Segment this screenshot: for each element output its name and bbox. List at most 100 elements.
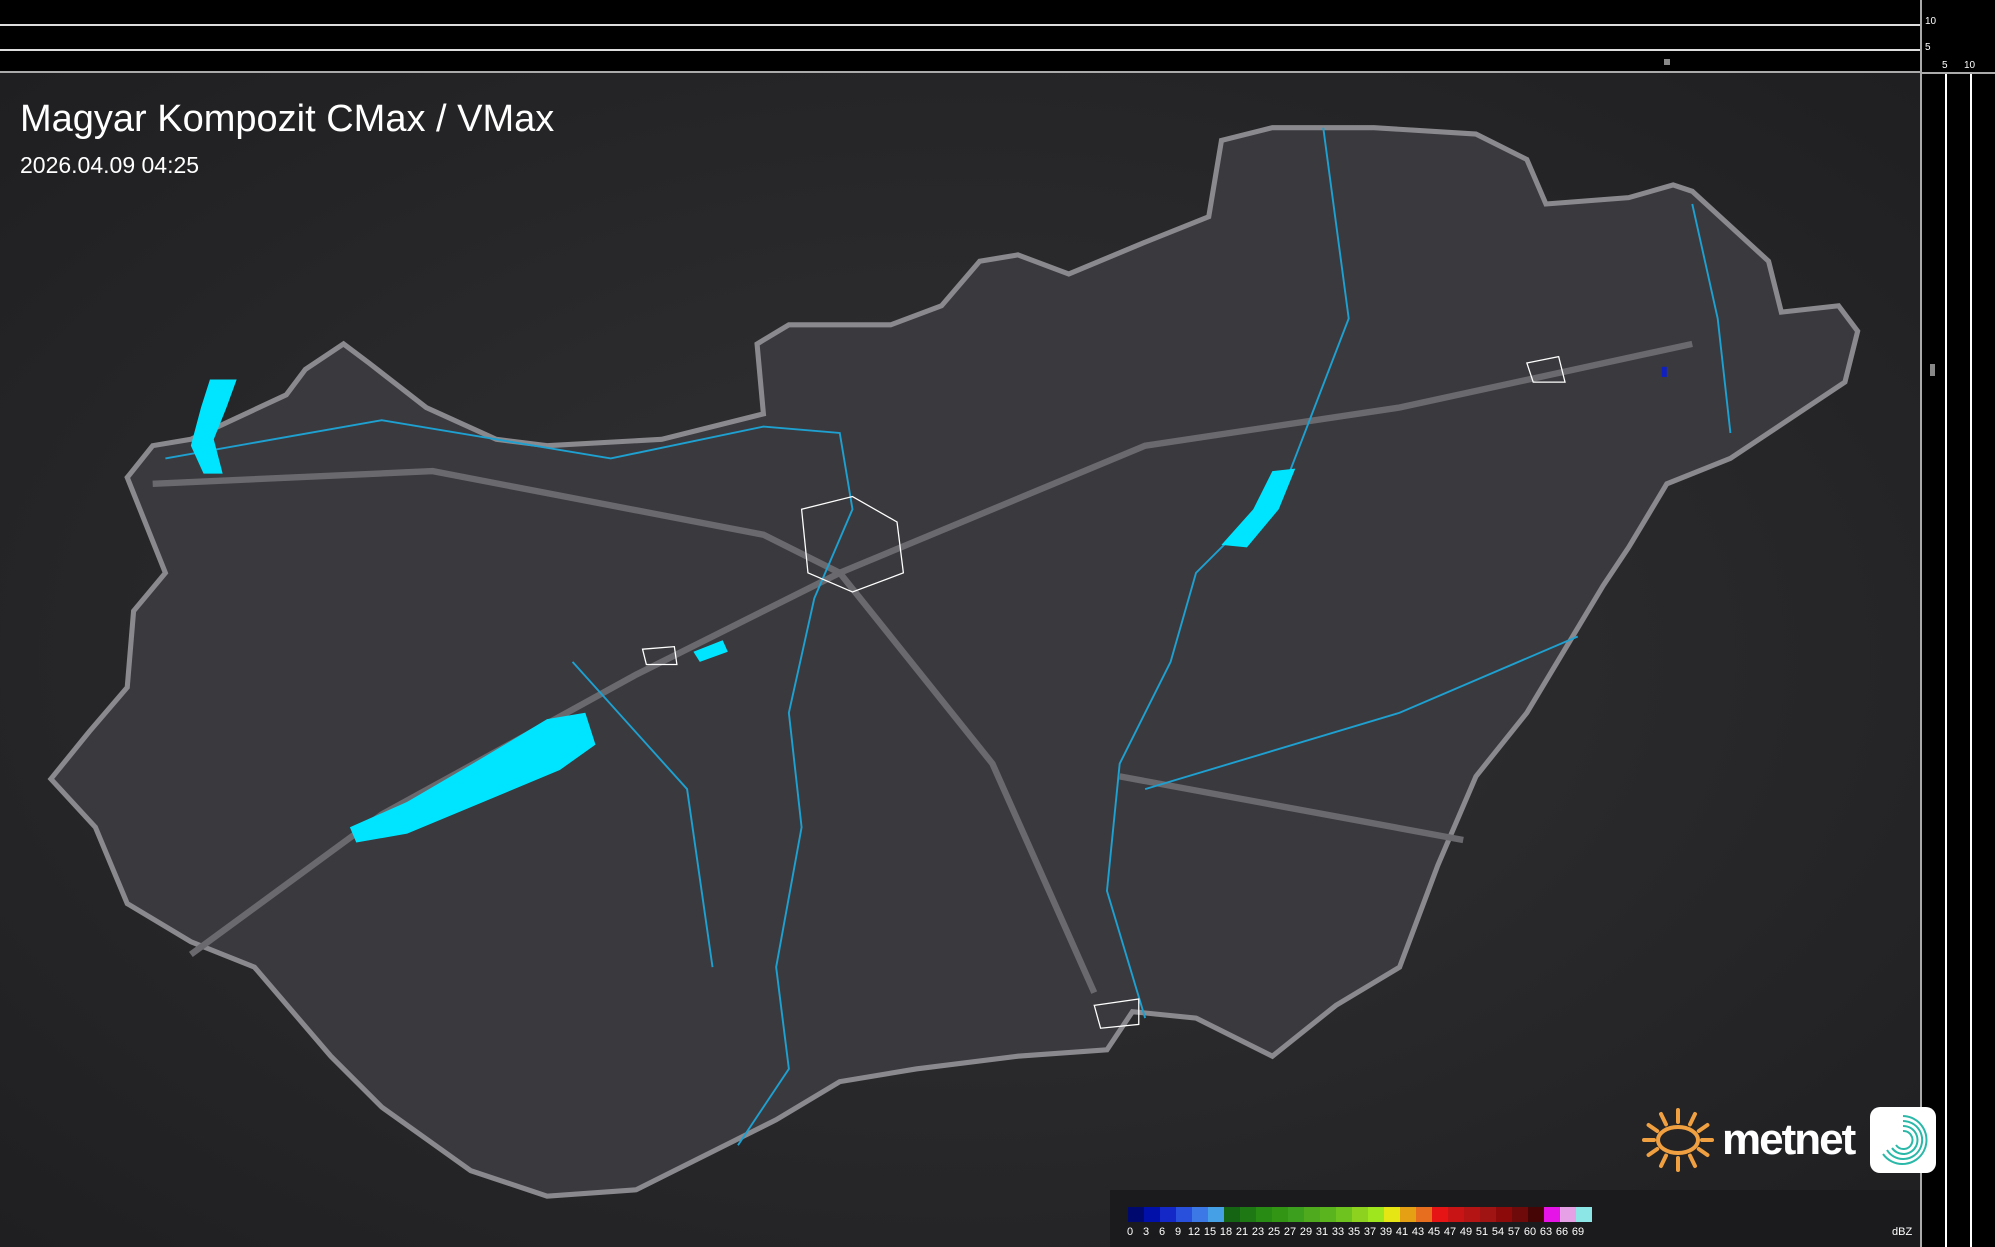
- sun-ray: [1659, 1112, 1668, 1127]
- city-outlines: [641, 355, 1566, 1029]
- spiral-icon: [1882, 1115, 1928, 1165]
- sun-ray: [1646, 1147, 1660, 1157]
- color-swatch: [1512, 1207, 1528, 1222]
- sun-ray: [1659, 1153, 1668, 1168]
- color-swatch: [1192, 1207, 1208, 1222]
- color-swatch: [1544, 1207, 1560, 1222]
- color-swatch: [1528, 1207, 1544, 1222]
- scale-label: 29: [1299, 1226, 1313, 1238]
- color-swatch: [1464, 1207, 1480, 1222]
- color-swatch: [1560, 1207, 1576, 1222]
- scale-label: 39: [1379, 1226, 1393, 1238]
- color-swatch: [1224, 1207, 1240, 1222]
- color-swatch: [1240, 1207, 1256, 1222]
- color-swatch: [1160, 1207, 1176, 1222]
- radar-echo: [1661, 366, 1667, 377]
- scale-marker: [1664, 59, 1670, 65]
- scale-label: 60: [1523, 1226, 1537, 1238]
- color-swatch: [1208, 1207, 1224, 1222]
- lakes: [190, 379, 1296, 843]
- scale-label: 9: [1174, 1226, 1182, 1238]
- lake-velence: [693, 640, 728, 662]
- tick-label: 5: [1925, 42, 1931, 53]
- color-swatch: [1384, 1207, 1400, 1222]
- color-swatch: [1128, 1207, 1144, 1222]
- color-scale: [1128, 1207, 1592, 1222]
- map-title: Magyar Kompozit CMax / VMax: [20, 98, 555, 140]
- sun-icon: [1642, 1108, 1714, 1172]
- scale-label: 51: [1475, 1226, 1489, 1238]
- divider: [0, 71, 1920, 73]
- lake-tisza: [1221, 468, 1296, 548]
- scale-label: 63: [1539, 1226, 1553, 1238]
- scale-label: 3: [1142, 1226, 1150, 1238]
- scale-label: 18: [1219, 1226, 1233, 1238]
- brand-name: metnet: [1722, 1115, 1856, 1164]
- lake-balaton: [349, 712, 596, 843]
- scale-label: 31: [1315, 1226, 1329, 1238]
- lake-neusiedl: [190, 379, 237, 474]
- scale-label: 57: [1507, 1226, 1521, 1238]
- app-icon: [1870, 1107, 1937, 1173]
- divider: [1920, 0, 1922, 1247]
- scale-label: 41: [1395, 1226, 1409, 1238]
- scale-label: 69: [1571, 1226, 1585, 1238]
- scale-line-5: [0, 49, 1920, 51]
- scale-label: 43: [1411, 1226, 1425, 1238]
- unit-label: dBZ: [1892, 1226, 1913, 1238]
- radar-map[interactable]: [0, 73, 1920, 1247]
- scale-label: 47: [1443, 1226, 1457, 1238]
- color-swatch: [1320, 1207, 1336, 1222]
- scale-labels: 0 3 6 9 12 15 18 21 23 25 27 29 31 33 35 37 39 41 43 45 47 49…: [1122, 1226, 1586, 1238]
- sun-ray: [1688, 1112, 1697, 1127]
- scale-label: 49: [1459, 1226, 1473, 1238]
- sun-ray: [1646, 1123, 1660, 1133]
- color-swatch: [1480, 1207, 1496, 1222]
- color-swatch: [1336, 1207, 1352, 1222]
- tick-label: 10: [1925, 16, 1937, 27]
- tick-label: 5: [1942, 60, 1948, 71]
- sun-ray: [1696, 1123, 1710, 1133]
- scale-label: 33: [1331, 1226, 1345, 1238]
- color-swatch: [1400, 1207, 1416, 1222]
- scale-line-5: [1945, 74, 1947, 1247]
- dbz-color-legend: 0 3 6 9 12 15 18 21 23 25 27 29 31 33 35 37 39 41 43 45 47 49…: [1110, 1190, 1920, 1247]
- scale-line-10: [0, 24, 1920, 26]
- color-swatch: [1368, 1207, 1384, 1222]
- right-scale-strip: 10 5 5 10: [1920, 0, 1995, 1247]
- scale-label: 0: [1126, 1226, 1134, 1238]
- scale-label: 21: [1235, 1226, 1249, 1238]
- color-swatch: [1272, 1207, 1288, 1222]
- color-swatch: [1416, 1207, 1432, 1222]
- scale-label: 25: [1267, 1226, 1281, 1238]
- tick-label: 10: [1964, 60, 1976, 71]
- color-swatch: [1144, 1207, 1160, 1222]
- map-canvas: [0, 73, 1920, 1247]
- metnet-logo[interactable]: metnet: [1638, 1105, 1937, 1175]
- hungary-outline: [47, 125, 1861, 1199]
- scale-marker: [1930, 364, 1935, 376]
- divider: [1920, 72, 1995, 74]
- scale-label: 6: [1158, 1226, 1166, 1238]
- sun-ray: [1688, 1153, 1697, 1168]
- color-swatch: [1496, 1207, 1512, 1222]
- scale-label: 45: [1427, 1226, 1441, 1238]
- color-swatch: [1288, 1207, 1304, 1222]
- map-timestamp: 2026.04.09 04:25: [20, 152, 200, 178]
- scale-label: 12: [1187, 1226, 1201, 1238]
- color-swatch: [1176, 1207, 1192, 1222]
- scale-label: 54: [1491, 1226, 1505, 1238]
- top-scale-strip: [0, 0, 1920, 73]
- scale-label: 15: [1203, 1226, 1217, 1238]
- scale-label: 37: [1363, 1226, 1377, 1238]
- color-swatch: [1352, 1207, 1368, 1222]
- scale-label: 35: [1347, 1226, 1361, 1238]
- color-swatch: [1304, 1207, 1320, 1222]
- sun-ray: [1696, 1147, 1710, 1157]
- scale-label: 27: [1283, 1226, 1297, 1238]
- scale-line-10: [1970, 74, 1972, 1247]
- color-swatch: [1432, 1207, 1448, 1222]
- color-swatch: [1576, 1207, 1592, 1222]
- color-swatch: [1256, 1207, 1272, 1222]
